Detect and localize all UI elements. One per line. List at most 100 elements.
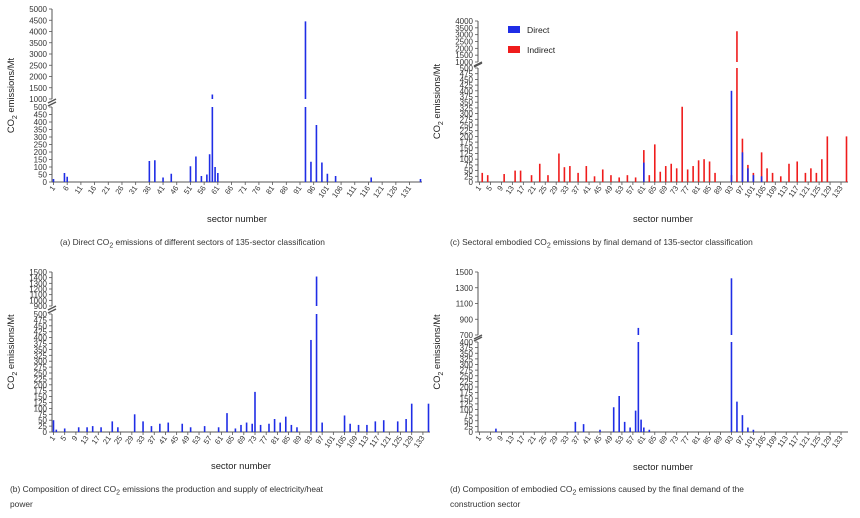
x-tick-label: 65 (646, 184, 658, 196)
axis-break-mark-c (473, 61, 483, 67)
y-axis-label-part: CO (5, 119, 16, 133)
y-tick-label: 350 (460, 98, 474, 107)
y-tick-label: 425 (460, 81, 474, 90)
x-tick-label: 69 (657, 184, 669, 196)
x-tick-label: 77 (679, 184, 691, 196)
x-tick-label: 69 (657, 434, 669, 446)
x-tick-label: 77 (679, 434, 691, 446)
y-tick-label: 1500 (29, 84, 47, 93)
y-axis-label: CO2 emissions/Mt (431, 314, 445, 390)
x-tick-label: 13 (504, 434, 516, 446)
bar-indirect (815, 172, 818, 182)
bar-direct (63, 173, 66, 182)
bar-indirect (530, 175, 533, 182)
y-tick-label: 250 (460, 372, 474, 381)
bar-indirect (503, 174, 505, 182)
y-tick-label: 0 (469, 178, 474, 187)
chart-b-svg: 0255075100125150175200225250275300325350… (5, 268, 430, 471)
bar-direct (349, 423, 351, 432)
bar-direct (419, 179, 422, 182)
caption-c-part-1: (c) Sectoral embodied CO (450, 237, 547, 247)
bar-direct (148, 161, 151, 182)
x-tick-label: 61 (635, 434, 647, 446)
y-tick-label: 375 (460, 344, 474, 353)
y-tick-label: 225 (460, 377, 474, 386)
bar-direct (752, 429, 755, 432)
bar-direct (181, 423, 184, 432)
bar-direct (760, 176, 763, 182)
x-tick-label: 71 (237, 184, 249, 196)
y-tick-label: 150 (460, 394, 474, 403)
legend-swatch-indirect (508, 46, 520, 53)
bar-direct (142, 421, 144, 432)
x-tick-label: 45 (168, 434, 180, 446)
y-tick-label: 25 (38, 422, 47, 431)
bar-direct (150, 426, 153, 432)
bar-indirect (692, 166, 694, 182)
x-tick-label: 111 (344, 184, 358, 199)
x-tick-label: 126 (385, 184, 400, 200)
x-tick-label: 36 (141, 184, 153, 196)
x-tick-label: 5 (59, 434, 69, 443)
bar-direct (730, 342, 733, 432)
x-tick-label: 131 (399, 184, 414, 200)
bar-indirect (634, 177, 637, 182)
x-tick-label: 49 (179, 434, 191, 446)
y-tick-label: 1300 (29, 279, 47, 288)
y-tick-label: 1100 (30, 291, 48, 300)
x-tick-label: 11 (73, 184, 85, 196)
x-tick-label: 97 (734, 434, 746, 446)
bar-direct (234, 428, 237, 432)
y-tick-label: 1000 (29, 296, 47, 305)
x-tick-label: 69 (235, 434, 247, 446)
x-tick-label: 37 (146, 434, 158, 446)
axis-break-mark-d (473, 336, 483, 342)
x-tick-label: 17 (515, 434, 527, 446)
bar-direct (612, 407, 615, 432)
caption-d-part-1: (d) Composition of embodied CO (450, 484, 573, 494)
y-tick-label: 200 (34, 148, 48, 157)
caption-c: (c) Sectoral embodied CO2 emissions by f… (450, 237, 850, 252)
y-axis-label-part: emissions/Mt (431, 63, 442, 121)
x-tick-label: 17 (90, 434, 102, 446)
chart-panel-a: 0 50 100 150 200 250 300 350 400 450 500 1000 1500 20… (0, 0, 430, 259)
x-tick-label: 9 (70, 434, 80, 443)
bar-direct (211, 107, 214, 182)
y-tick-label: 900 (34, 302, 48, 311)
bar-indirect (659, 171, 662, 182)
bar-indirect (626, 175, 629, 182)
y-tick-label: 125 (460, 150, 474, 159)
bar-direct (574, 421, 577, 432)
bar-direct (296, 427, 298, 432)
bar-direct (154, 160, 156, 182)
chart-d-svg: 0255075100125150175200225250275300325350… (431, 268, 848, 472)
bar-direct (396, 421, 399, 432)
bar-direct (66, 176, 68, 182)
x-tick-label: 85 (280, 434, 292, 446)
x-tick-label: 37 (570, 184, 582, 196)
bar-indirect (610, 175, 612, 182)
axis-break-mark-b (47, 308, 57, 314)
y-tick-label: 250 (34, 141, 48, 150)
bar-direct (259, 424, 262, 432)
x-tick-label: 1 (47, 434, 57, 443)
caption-b-part-2: emissions the production and supply of e… (120, 484, 323, 494)
bar-direct (117, 427, 119, 432)
bar-direct (226, 413, 228, 432)
bar-direct (343, 415, 346, 432)
y-tick-label: 700 (460, 331, 474, 340)
y-tick-label: 2000 (455, 44, 473, 53)
bar-indirect (486, 175, 489, 182)
bar-direct-upper (315, 276, 318, 306)
y-tick-label: 275 (460, 115, 474, 124)
x-tick-label: 121 (371, 184, 386, 200)
legend-label-direct: Direct (527, 25, 550, 35)
x-tick-label: 49 (602, 184, 614, 196)
bar-indirect (514, 170, 516, 182)
x-tick-label: 21 (101, 434, 113, 446)
bar-indirect (714, 172, 716, 182)
y-tick-label: 0 (469, 428, 474, 437)
bar-indirect (577, 172, 579, 182)
y-tick-label: 2500 (455, 38, 473, 47)
x-tick-label: 93 (302, 434, 314, 446)
